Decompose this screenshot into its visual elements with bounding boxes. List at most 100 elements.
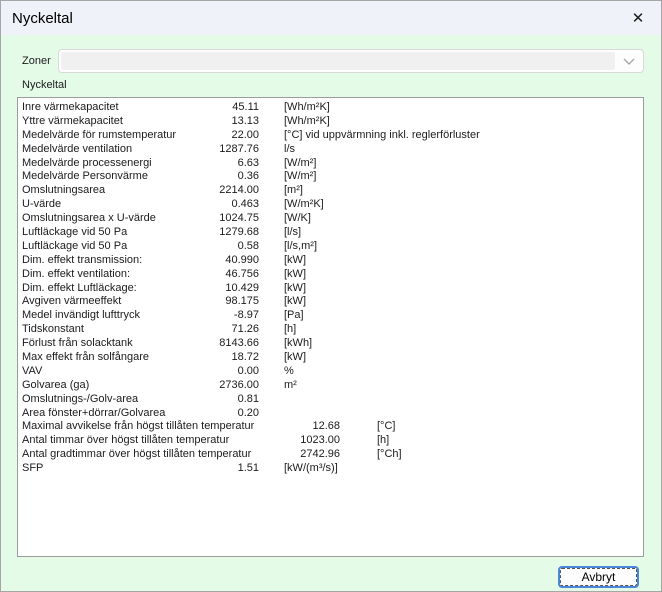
section-label: Nyckeltal [22, 79, 67, 91]
row-label: Antal timmar över högst tillåten tempera… [22, 434, 230, 447]
row-unit: [°C] [377, 420, 396, 433]
row-label: Omslutnings-/Golv-area [22, 392, 139, 405]
list-row[interactable]: Maximal avvikelse från högst tillåten te… [22, 420, 639, 434]
row-label: Dim. effekt transmission: [22, 253, 143, 266]
row-value: 1.51 [237, 462, 259, 475]
titlebar[interactable]: Nyckeltal ✕ [1, 1, 661, 35]
row-value: 45.11 [232, 101, 259, 113]
list-row[interactable]: Max effekt från solfångare 18.72 [kW] [22, 351, 639, 365]
row-label: Maximal avvikelse från högst tillåten te… [22, 420, 255, 433]
row-unit: [W/K] [284, 212, 311, 225]
row-value: 1279.68 [219, 226, 259, 239]
row-value: 2742.96 [300, 448, 340, 461]
row-unit: [kWh] [284, 337, 313, 350]
list-row[interactable]: Golvarea (ga) 2736.00 m² [22, 379, 639, 393]
list-row[interactable]: Medel invändigt lufttryck -8.97 [Pa] [22, 309, 639, 323]
cancel-button-label: Avbryt [581, 570, 616, 584]
row-value: 22.00 [231, 128, 259, 141]
list-row[interactable]: Antal timmar över högst tillåten tempera… [22, 434, 639, 448]
row-unit: [l/s,m²] [284, 239, 317, 252]
row-value: 1287.76 [219, 142, 259, 155]
row-unit: l/s [284, 142, 295, 155]
row-unit: [kW] [284, 281, 306, 294]
row-value: 0.81 [237, 392, 259, 405]
row-unit: [kW] [284, 253, 306, 266]
zoner-combobox[interactable] [58, 49, 644, 73]
list-row[interactable]: VAV 0.00% [22, 365, 639, 379]
list-row[interactable]: U-värde 0.463 [W/m²K] [22, 198, 639, 212]
row-label: Yttre värmekapacitet [22, 114, 123, 127]
row-unit: [°Ch] [377, 448, 402, 461]
key-figures-list[interactable]: Inre värmekapacitet 45.11 [Wh/m²K] Yttre vä… [17, 97, 644, 557]
chevron-down-icon [615, 50, 643, 72]
row-label: Inre värmekapacitet [22, 101, 119, 113]
list-row[interactable]: Luftläckage vid 50 Pa 1279.68 [l/s] [22, 226, 639, 240]
list-row[interactable]: Dim. effekt Luftläckage: 10.429 [kW] [22, 282, 639, 296]
row-unit: [m²] [284, 184, 303, 197]
row-unit: [kW] [284, 267, 306, 280]
list-row[interactable]: Tidskonstant 71.26 [h] [22, 323, 639, 337]
row-label: Omslutningsarea x U-värde [22, 212, 156, 225]
list-row[interactable]: Förlust från solacktank 8143.66 [kWh] [22, 337, 639, 351]
list-row[interactable]: Dim. effekt transmission: 40.990 [kW] [22, 254, 639, 268]
row-label: Medelvärde ventilation [22, 142, 133, 155]
list-row[interactable]: Medelvärde för rumstemperatur 22.00 [°C] v… [22, 129, 639, 143]
row-value: 0.20 [237, 406, 259, 419]
row-unit: [h] [284, 323, 297, 336]
row-value: 46.756 [225, 267, 259, 280]
list-row[interactable]: Omslutningsarea 2214.00 [m²] [22, 184, 639, 198]
list-row[interactable]: Avgiven värmeeffekt 98.175 [kW] [22, 295, 639, 309]
list-row[interactable]: Medelvärde processenergi 6.63 [W/m²] [22, 157, 639, 171]
list-row[interactable]: Omslutningsarea x U-värde 1024.75 [W/K] [22, 212, 639, 226]
row-label: Area fönster+dörrar/Golvarea [22, 406, 166, 419]
row-label: SFP [22, 462, 44, 475]
list-row[interactable]: Dim. effekt ventilation: 46.756 [kW] [22, 268, 639, 282]
row-value: 1023.00 [300, 434, 340, 447]
row-label: Antal gradtimmar över högst tillåten tem… [22, 448, 252, 461]
row-value: 0.36 [237, 170, 259, 183]
row-value: 8143.66 [219, 337, 259, 350]
row-unit: % [284, 364, 294, 377]
list-row[interactable]: Luftläckage vid 50 Pa 0.58 [l/s,m²] [22, 240, 639, 254]
zoner-combobox-value [61, 52, 615, 70]
row-label: VAV [22, 364, 43, 377]
row-label: Medelvärde för rumstemperatur [22, 128, 177, 141]
close-icon[interactable]: ✕ [615, 1, 661, 35]
list-row[interactable]: Yttre värmekapacitet 13.13 [Wh/m²K] [22, 115, 639, 129]
list-row[interactable]: Medelvärde Personvärme 0.36 [W/m²] [22, 170, 639, 184]
row-label: Dim. effekt Luftläckage: [22, 281, 137, 294]
row-value: 40.990 [225, 253, 259, 266]
row-value: 18.72 [231, 351, 259, 364]
row-value: 2736.00 [219, 378, 259, 391]
row-unit: [°C] vid uppvärmning inkl. reglerförlust… [284, 128, 480, 141]
row-label: Omslutningsarea [22, 184, 106, 197]
row-value: 98.175 [225, 295, 259, 308]
row-label: Förlust från solacktank [22, 337, 133, 350]
row-unit: [kW/(m³/s)] [284, 462, 338, 475]
list-row[interactable]: Medelvärde ventilation 1287.76 l/s [22, 143, 639, 157]
row-value: 71.26 [231, 323, 259, 336]
row-label: Luftläckage vid 50 Pa [22, 226, 128, 239]
row-unit: [Wh/m²K] [284, 114, 330, 127]
row-unit: [W/m²] [284, 170, 317, 183]
list-row[interactable]: Area fönster+dörrar/Golvarea 0.20 [22, 407, 639, 421]
row-value: 6.63 [237, 156, 259, 169]
cancel-button[interactable]: Avbryt [558, 566, 639, 588]
row-value: 13.13 [231, 114, 259, 127]
list-row[interactable]: Antal gradtimmar över högst tillåten tem… [22, 448, 639, 462]
row-label: Dim. effekt ventilation: [22, 267, 131, 280]
row-label: Avgiven värmeeffekt [22, 295, 122, 308]
row-unit: [Wh/m²K] [284, 101, 330, 113]
window-title: Nyckeltal [12, 9, 73, 27]
row-value: -8.97 [233, 309, 259, 322]
list-row[interactable]: SFP 1.51 [kW/(m³/s)] [22, 462, 639, 476]
row-unit: [kW] [284, 295, 306, 308]
row-label: Max effekt från solfångare [22, 351, 149, 364]
list-row[interactable]: Omslutnings-/Golv-area 0.81 [22, 393, 639, 407]
row-value: 12.68 [312, 420, 340, 433]
list-row[interactable]: Inre värmekapacitet 45.11 [Wh/m²K] [22, 101, 639, 115]
row-unit: [l/s] [284, 226, 302, 239]
row-value: 10.429 [225, 281, 259, 294]
row-label: Tidskonstant [22, 323, 84, 336]
